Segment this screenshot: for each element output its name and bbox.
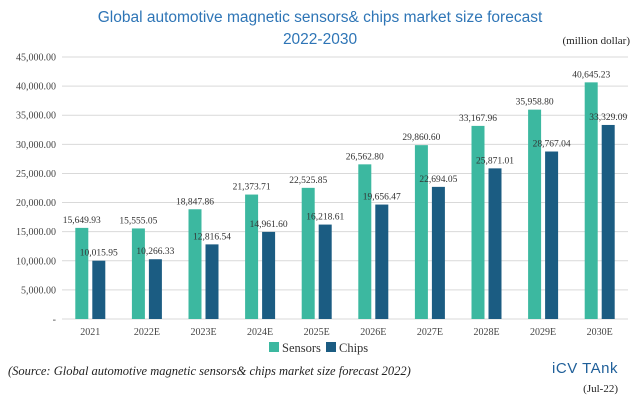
bar-sensors-2021 [75,227,89,319]
x-tick-label-2028e: 2028E [473,327,499,338]
x-tick-label-2024e: 2024E [247,327,273,338]
x-tick-label-2023e: 2023E [190,327,216,338]
data-label-sensors-2022e: 15,555.05 [119,216,157,226]
bar-sensors-2025e [301,187,315,319]
y-axis-ticks: - 5,000.00 10,000.00 15,000.00 20,000.00 25,0… [16,53,56,326]
x-axis-ticks: 2021 2022E 2023E 2024E 2025E 2026E 2027E 2028E 2… [80,327,612,338]
bars [75,82,615,320]
brand-logo: iCV TAnk [552,360,618,377]
legend-swatch-sensors [269,342,279,352]
x-tick-label-2030e: 2030E [587,327,613,338]
x-tick-label-2021: 2021 [80,327,100,338]
data-labels: 15,649.93 10,015.95 15,555.05 10,266.33 18,8… [63,70,628,258]
data-label-chips-2021: 10,015.95 [80,249,118,259]
x-tick-label-2025e: 2025E [304,327,330,338]
bar-sensors-2027e [414,145,428,319]
report-date: (Jul-22) [583,383,618,395]
data-label-sensors-2028e: 33,167.96 [459,114,497,124]
bar-chips-2028e [488,168,502,319]
data-label-chips-2026e: 19,656.47 [363,193,401,203]
data-label-sensors-2024e: 21,373.71 [233,183,271,193]
bar-chips-2027e [431,186,445,319]
y-tick-label-7: 35,000.00 [16,111,56,122]
x-tick-label-2029e: 2029E [530,327,556,338]
bar-chips-2026e [375,204,389,319]
bar-sensors-2026e [358,164,372,319]
y-tick-label-6: 30,000.00 [16,140,56,151]
bar-sensors-2022e [131,228,145,319]
gridlines [62,56,628,320]
data-label-chips-2027e: 22,694.05 [419,175,457,185]
bar-sensors-2023e [188,209,202,319]
unit-label: (million dollar) [562,35,630,47]
bar-chips-2021 [92,260,106,319]
bar-chips-2022e [148,259,162,319]
y-tick-label-9: 45,000.00 [16,53,56,64]
source-note: (Source: Global automotive magnetic sens… [8,364,411,378]
data-label-chips-2024e: 14,961.60 [250,220,288,230]
bar-sensors-2024e [245,194,259,319]
legend: Sensors Chips [269,341,368,355]
data-label-sensors-2030e: 40,645.23 [572,70,610,80]
data-label-chips-2029e: 28,767.04 [533,140,571,150]
brand-name: iCV TAnk [552,360,618,377]
y-tick-label-1: 5,000.00 [21,285,56,296]
bar-chips-2024e [262,231,276,319]
data-label-chips-2028e: 25,871.01 [476,156,514,166]
bar-sensors-2030e [584,82,598,320]
data-label-sensors-2026e: 26,562.80 [346,152,384,162]
data-label-sensors-2023e: 18,847.86 [176,197,214,207]
data-label-chips-2030e: 33,329.09 [589,113,627,123]
x-tick-label-2027e: 2027E [417,327,443,338]
y-tick-label-0: - [53,315,56,326]
legend-label-sensors: Sensors [282,341,321,355]
bar-chips-2030e [601,124,615,320]
data-label-chips-2025e: 16,218.61 [306,213,344,223]
y-tick-label-2: 10,000.00 [16,256,56,267]
data-label-sensors-2025e: 22,525.85 [289,176,327,186]
y-tick-label-5: 25,000.00 [16,169,56,180]
y-tick-label-3: 15,000.00 [16,227,56,238]
legend-label-chips: Chips [339,341,368,355]
y-tick-label-8: 40,000.00 [16,82,56,93]
bar-sensors-2029e [528,109,542,319]
x-tick-label-2022e: 2022E [134,327,160,338]
data-label-chips-2022e: 10,266.33 [136,247,174,257]
chart-subtitle: 2022-2030 [283,31,358,48]
data-label-chips-2023e: 12,816.54 [193,232,231,242]
data-label-sensors-2027e: 29,860.60 [402,133,440,143]
bar-sensors-2028e [471,125,485,319]
data-label-sensors-2029e: 35,958.80 [516,98,554,108]
chart-title: Global automotive magnetic sensors& chip… [98,9,543,26]
bar-chips-2023e [205,244,219,319]
y-tick-label-4: 20,000.00 [16,198,56,209]
bar-chips-2025e [318,224,332,319]
legend-swatch-chips [326,342,336,352]
data-label-sensors-2021: 15,649.93 [63,216,101,226]
x-tick-label-2026e: 2026E [360,327,386,338]
bar-chips-2029e [545,151,559,319]
